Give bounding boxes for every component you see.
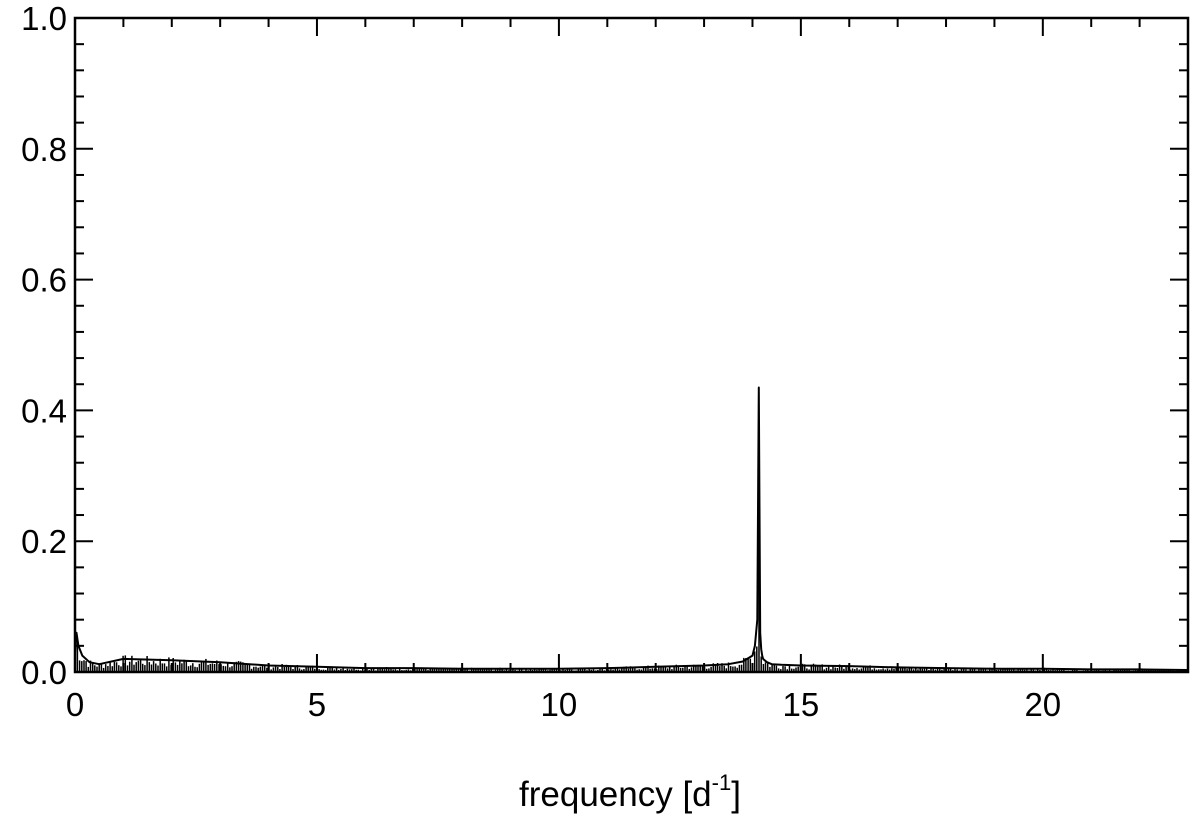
- x-tick-label: 10: [541, 686, 578, 723]
- series-line: [74, 386, 1189, 671]
- y-tick-label: 0.2: [21, 523, 67, 560]
- y-axis-ticks: 0.0 0.2 0.4 0.6 0.8 1.0: [21, 0, 1188, 691]
- x-axis-title-main: frequency [d: [519, 775, 712, 814]
- x-tick-label: 15: [783, 686, 820, 723]
- x-axis-title-suffix: ]: [731, 775, 741, 814]
- x-axis-ticks: 0 5 10 15 20: [66, 18, 1141, 723]
- x-axis-title: frequency [d-1]: [519, 770, 741, 814]
- noise-spikes: [74, 468, 1187, 672]
- x-tick-label: 0: [66, 686, 84, 723]
- plot-frame: [73, 16, 1190, 674]
- y-tick-label: 0.6: [21, 262, 67, 299]
- y-tick-label: 0.4: [21, 392, 67, 429]
- y-tick-label: 1.0: [21, 0, 67, 37]
- y-tick-label: 0.0: [21, 654, 67, 691]
- x-tick-label: 5: [308, 686, 326, 723]
- y-tick-label: 0.8: [21, 131, 67, 168]
- x-tick-label: 20: [1024, 686, 1061, 723]
- x-axis-title-superscript: -1: [712, 770, 732, 795]
